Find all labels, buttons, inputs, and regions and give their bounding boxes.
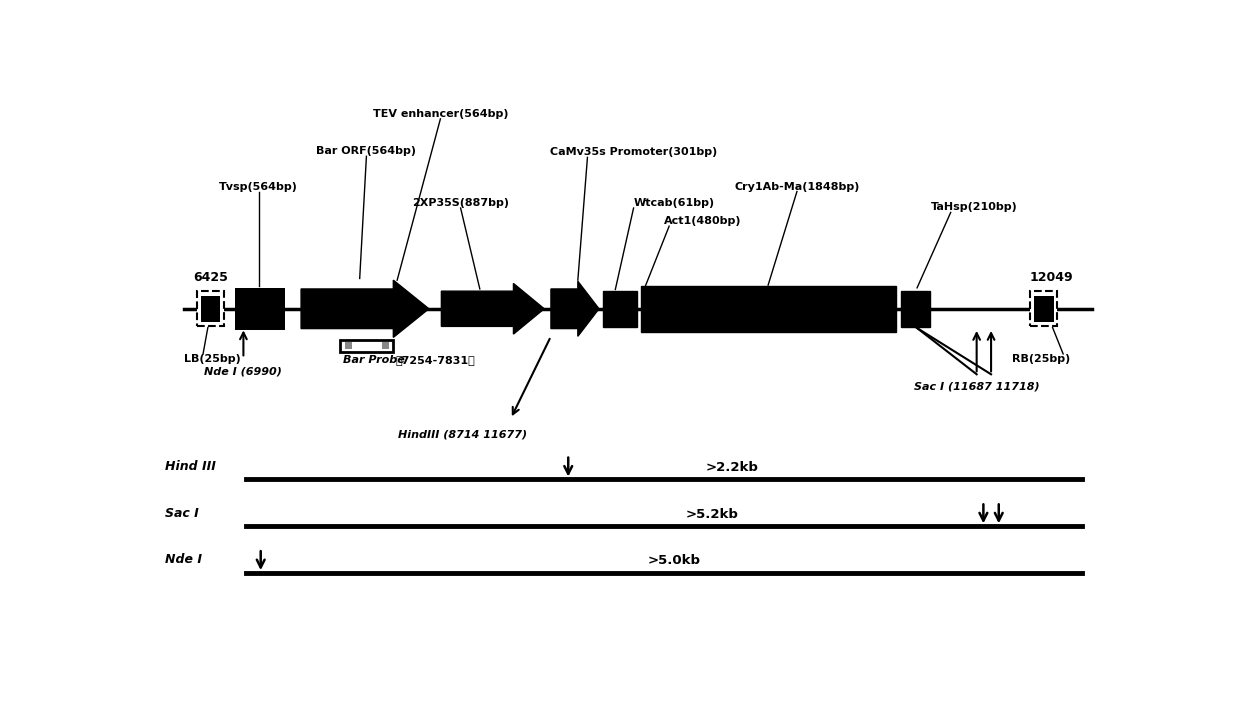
Text: Nde I (6990): Nde I (6990)	[205, 367, 283, 377]
Text: 6425: 6425	[193, 271, 228, 284]
Text: Bar Probe: Bar Probe	[343, 355, 405, 365]
Bar	[234, 288, 285, 330]
Text: 12049: 12049	[1029, 271, 1073, 284]
Bar	[352, 342, 382, 349]
Bar	[341, 340, 393, 352]
Text: >2.2kb: >2.2kb	[706, 461, 758, 474]
Bar	[641, 286, 897, 332]
Text: >5.2kb: >5.2kb	[686, 508, 739, 521]
Bar	[197, 291, 224, 326]
Text: CaMv35s Promoter(301bp): CaMv35s Promoter(301bp)	[551, 147, 717, 157]
Bar	[900, 290, 930, 327]
Polygon shape	[441, 283, 544, 334]
Text: RB(25bp): RB(25bp)	[1012, 354, 1070, 364]
Bar	[345, 342, 388, 349]
Text: TaHsp(210bp): TaHsp(210bp)	[930, 202, 1017, 212]
Text: TEV enhancer(564bp): TEV enhancer(564bp)	[373, 109, 508, 119]
Polygon shape	[301, 280, 429, 337]
Text: Tvsp(564bp): Tvsp(564bp)	[219, 182, 299, 192]
Text: Cry1Ab-Ma(1848bp): Cry1Ab-Ma(1848bp)	[734, 182, 859, 192]
Bar	[1034, 295, 1054, 322]
Bar	[603, 290, 637, 327]
Text: Wtcab(61bp): Wtcab(61bp)	[634, 198, 714, 208]
Polygon shape	[551, 281, 599, 336]
Text: Sac I: Sac I	[165, 507, 198, 520]
Text: Sac I (11687 11718): Sac I (11687 11718)	[914, 381, 1039, 391]
Text: HindIII (8714 11677): HindIII (8714 11677)	[398, 430, 527, 440]
Text: （7254-7831）: （7254-7831）	[396, 355, 475, 365]
Bar	[201, 295, 221, 322]
Text: Bar ORF(564bp): Bar ORF(564bp)	[316, 147, 417, 157]
Text: Act1(480bp): Act1(480bp)	[665, 216, 742, 226]
Text: >5.0kb: >5.0kb	[647, 554, 701, 568]
Bar	[1030, 291, 1058, 326]
Text: LB(25bp): LB(25bp)	[184, 354, 241, 364]
Text: Hind III: Hind III	[165, 460, 216, 473]
Text: Nde I: Nde I	[165, 553, 202, 566]
Text: 2XP35S(887bp): 2XP35S(887bp)	[412, 198, 510, 208]
